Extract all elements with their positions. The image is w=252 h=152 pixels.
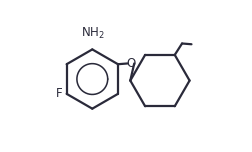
Text: F: F	[56, 87, 62, 100]
Text: O: O	[126, 57, 135, 70]
Text: NH$_2$: NH$_2$	[81, 26, 105, 41]
